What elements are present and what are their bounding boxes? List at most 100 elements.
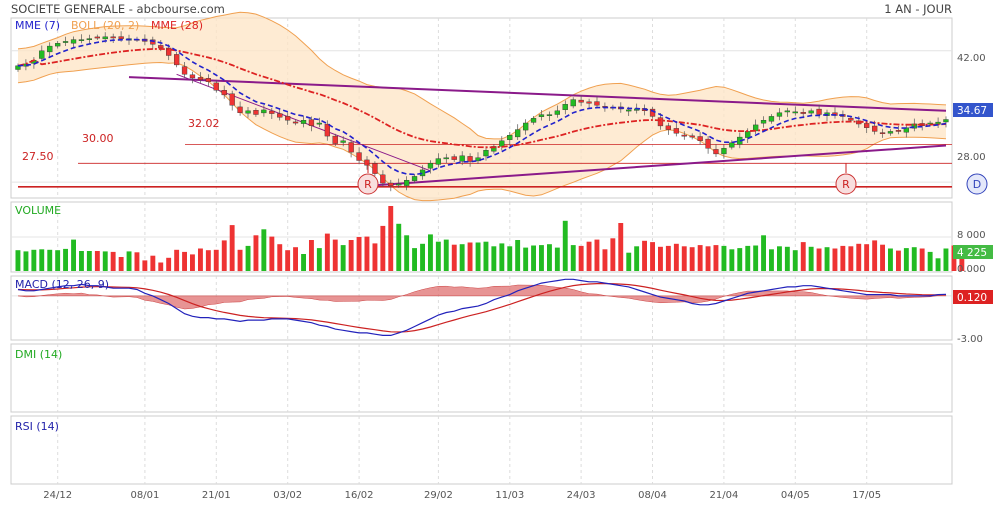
candle-body-90 [729,142,735,148]
candle-body-30 [253,109,259,115]
volume-bar-56 [459,244,465,271]
candle-body-85 [689,135,695,138]
volume-bar-75 [610,238,616,271]
candle-body-92 [745,131,751,138]
candle-body-59 [483,149,489,157]
legend-mme7: MME (7) [15,19,60,32]
candle-body-19 [165,47,172,56]
volume-bar-28 [237,249,243,272]
macd-layer [11,278,952,336]
volume-bar-91 [737,248,743,271]
candle-body-33 [277,113,283,118]
volume-bar-33 [277,244,283,271]
candle-body-32 [269,110,275,114]
volume-bar-31 [261,229,267,271]
volume-bar-20 [174,249,180,272]
candle-body-98 [792,111,798,114]
volume-tick-0: 0.000 [957,264,986,275]
volume-bar-47 [388,206,394,271]
candle-body-107 [864,123,870,128]
volume-bar-69 [562,220,568,271]
volume-bar-35 [293,247,298,271]
volume-bar-27 [229,225,235,271]
volume-bar-116 [935,258,941,272]
volume-bar-0 [15,250,21,271]
volume-bar-99 [800,242,806,271]
candle-body-67 [546,114,553,116]
marker-d[interactable]: D [966,173,988,195]
x-tick-label-6: 11/03 [495,490,524,501]
volume-bar-24 [205,250,211,271]
volume-bar-62 [507,246,513,271]
candle-body-25 [213,82,219,91]
volume-bar-64 [523,247,529,271]
candle-body-29 [245,110,251,114]
trendline-lower [366,144,947,187]
candle-body-46 [380,174,386,184]
volume-bar-70 [570,245,576,271]
volume-title: VOLUME [15,204,61,217]
volume-bar-37 [309,240,314,271]
candle-body-49 [404,179,410,186]
volume-bar-48 [396,223,402,271]
candle-body-109 [879,132,886,135]
volume-bar-9 [86,251,92,271]
candle-body-89 [721,148,727,155]
candle-body-56 [459,155,465,162]
volume-bar-112 [903,248,909,271]
candle-body-97 [784,110,791,113]
last-price-box [953,103,993,117]
volume-bar-115 [927,251,933,271]
volume-bar-95 [769,249,774,271]
volume-bar-67 [547,244,552,271]
candle-body-22 [189,74,196,79]
volume-last-box [953,245,993,259]
marker-r2[interactable]: R [835,163,857,195]
volume-bar-15 [134,252,140,271]
volume-bar-23 [198,248,203,271]
candle-body-111 [895,130,902,132]
volume-bar-109 [880,244,885,271]
candle-body-48 [396,183,402,186]
candle-body-43 [356,152,362,161]
volume-bar-29 [245,245,251,271]
volume-bar-77 [626,252,632,271]
volume-bar-16 [142,260,148,271]
volume-bar-51 [420,243,425,271]
candle-body-62 [507,134,513,140]
candle-body-5 [55,43,61,47]
marker-r1[interactable]: R [357,163,379,195]
candle-body-35 [292,121,299,124]
candle-body-83 [673,128,680,134]
macd-signal-line [17,282,947,333]
candle-body-24 [205,77,211,82]
rsi-title: RSI (14) [15,420,59,433]
candle-body-82 [665,125,672,130]
volume-bar-59 [483,241,489,271]
trendline-upper [128,76,947,112]
x-tick-label-5: 29/02 [424,490,453,501]
volume-bar-10 [94,251,100,271]
candle-body-66 [538,114,545,117]
candle-body-100 [808,110,814,114]
volume-bar-84 [681,246,687,271]
candle-body-101 [816,108,822,115]
candle-body-36 [300,119,307,124]
candle-body-18 [158,45,164,49]
candle-body-84 [681,134,687,137]
volume-bar-22 [190,254,195,271]
volume-bar-42 [348,240,354,271]
volume-bar-53 [435,241,441,271]
volume-bar-104 [840,245,846,271]
volume-bar-40 [332,239,338,271]
volume-bar-80 [650,242,655,271]
candle-body-38 [316,122,322,125]
rsi-panel [10,415,953,485]
candle-body-96 [776,112,783,117]
volume-bar-8 [79,251,84,271]
volume-bar-76 [618,223,624,271]
x-tick-label-3: 03/02 [273,490,302,501]
candle-body-17 [150,39,156,45]
candle-body-55 [451,156,457,160]
macd-tick-neg3: -3.00 [957,334,983,345]
